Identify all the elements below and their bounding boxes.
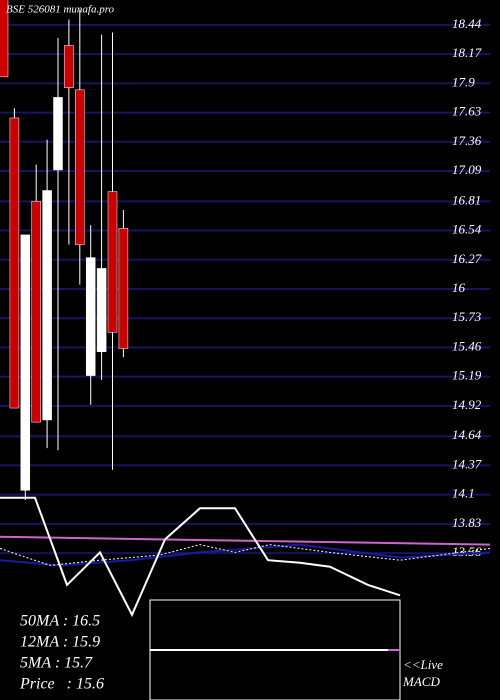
candle-body [107, 191, 118, 333]
candle-body [0, 0, 9, 78]
y-tick-label: 15.46 [452, 338, 482, 353]
y-tick-label: 17.36 [452, 133, 482, 148]
annotation: 5MA : 15.7 [20, 655, 93, 672]
candle-body [64, 45, 74, 88]
candle-body [96, 268, 107, 353]
annotation: Price : 15.6 [19, 676, 104, 693]
y-tick-label: 13.56 [452, 544, 482, 559]
y-tick-label: 16.81 [452, 192, 481, 207]
chart-title: BSE 526081 munafa.pro [6, 4, 115, 16]
y-tick-label: 15.73 [452, 309, 482, 324]
y-tick-label: 17.63 [452, 104, 482, 119]
candle-body [118, 228, 129, 349]
indicator-line [0, 535, 491, 546]
candle-body [85, 257, 96, 376]
y-tick-label: 17.09 [452, 162, 482, 177]
y-tick-label: 13.83 [452, 515, 482, 530]
macd-label: MACD [402, 674, 440, 689]
y-tick-label: 16.27 [452, 251, 482, 266]
indicator-line [0, 496, 401, 618]
candle-body [42, 190, 52, 421]
y-tick-label: 14.37 [452, 456, 482, 471]
candle-body [9, 117, 20, 409]
macd-label: <<Live [403, 657, 443, 672]
indicator-line [0, 543, 491, 567]
y-tick-label: 17.9 [452, 74, 475, 89]
indicator-line [0, 544, 491, 566]
annotation: 50MA : 16.5 [20, 613, 100, 630]
y-tick-label: 14.1 [452, 486, 475, 501]
y-tick-label: 18.44 [452, 16, 482, 31]
y-tick-label: 18.17 [452, 45, 482, 60]
candle-body [53, 97, 63, 171]
candle-body [31, 201, 41, 423]
candle-body [20, 234, 31, 491]
y-tick-label: 14.92 [452, 397, 482, 412]
y-tick-label: 15.19 [452, 368, 482, 383]
candle-body [75, 89, 85, 245]
annotation: 12MA : 15.9 [20, 634, 100, 651]
y-tick-label: 14.64 [452, 427, 482, 442]
y-tick-label: 16 [452, 280, 466, 295]
y-tick-label: 16.54 [452, 222, 482, 237]
